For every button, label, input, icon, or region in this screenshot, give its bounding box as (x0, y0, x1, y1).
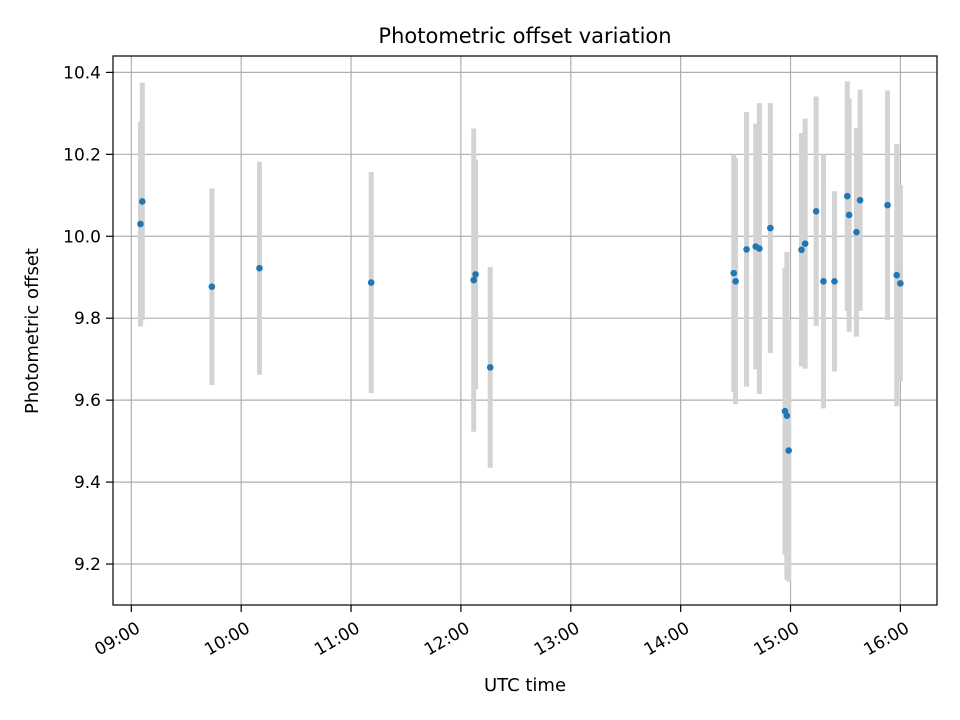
data-point (756, 245, 763, 252)
data-point (897, 280, 904, 287)
data-point (843, 192, 851, 200)
plot-frame (112, 55, 938, 606)
y-tick-label: 9.8 (74, 309, 101, 329)
data-point (256, 264, 263, 272)
data-point (812, 207, 820, 215)
point-layer (137, 192, 904, 454)
y-tick-label: 10.2 (63, 145, 101, 165)
data-point (884, 201, 891, 209)
data-point (801, 240, 809, 247)
data-point (138, 198, 146, 205)
data-point (785, 447, 792, 454)
data-point (820, 278, 827, 285)
data-point (831, 278, 838, 285)
y-tick-label: 9.6 (74, 391, 101, 411)
y-tick-label: 9.4 (74, 473, 101, 493)
y-tick-label: 10.0 (63, 227, 101, 247)
chart-title: Photometric offset variation (378, 24, 671, 48)
data-point (137, 220, 144, 228)
data-point (783, 412, 791, 420)
y-tick-label: 10.4 (63, 63, 101, 83)
data-point (767, 224, 774, 232)
data-point (743, 246, 750, 253)
y-axis-label: Photometric offset (22, 248, 43, 414)
data-point (845, 211, 853, 219)
x-axis-label: UTC time (484, 675, 566, 696)
data-point (730, 269, 738, 277)
y-tick-label: 9.2 (74, 555, 101, 575)
data-point (208, 283, 216, 290)
data-point (798, 246, 805, 254)
data-point (470, 276, 478, 284)
data-point (486, 364, 494, 371)
data-point (856, 196, 864, 204)
data-point (367, 279, 375, 286)
y-axis-ticks: 9.2 9.4 9.6 9.8 10.0 10.2 10.4 (63, 63, 113, 575)
grid-layer (113, 56, 937, 605)
data-point (732, 278, 739, 285)
data-point (472, 271, 479, 278)
data-point (853, 228, 860, 236)
data-point (893, 271, 901, 279)
